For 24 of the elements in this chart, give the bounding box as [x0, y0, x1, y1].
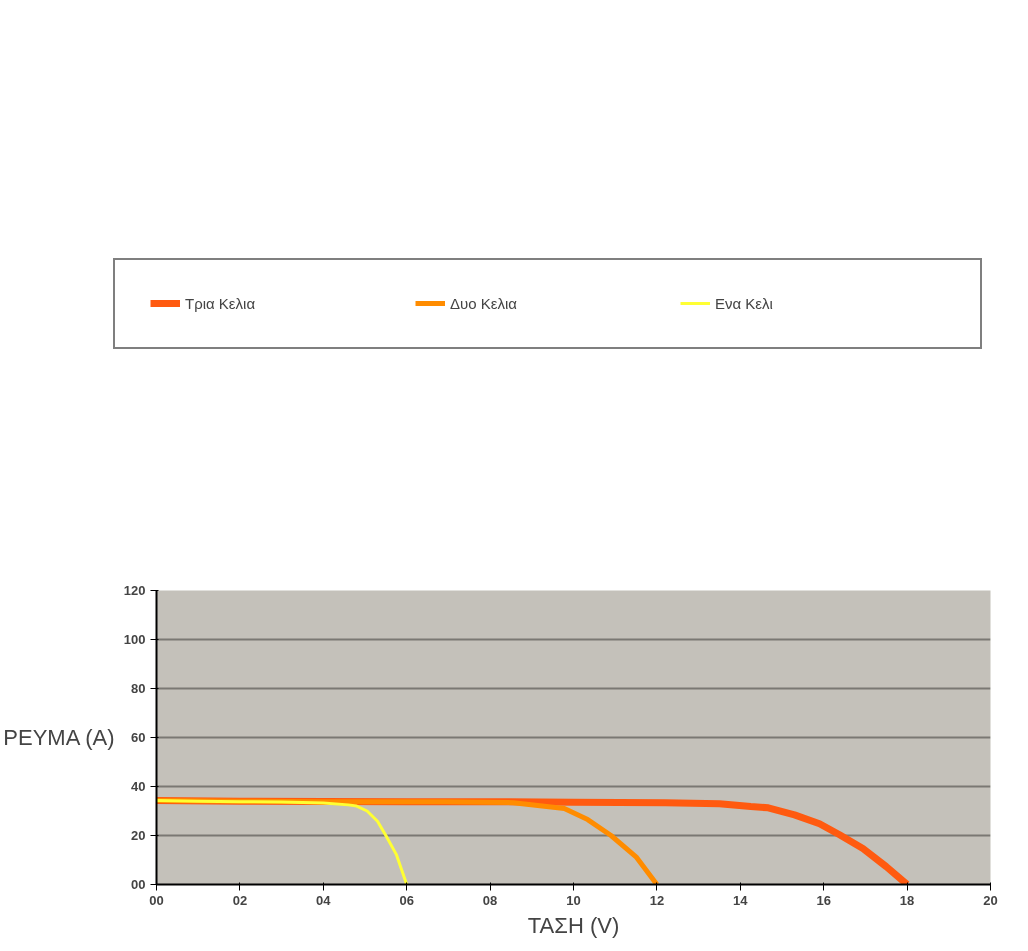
- y-tick-label: 40: [131, 779, 146, 794]
- legend-label: Ενα Κελι: [715, 294, 774, 312]
- x-tick-label: 08: [482, 892, 498, 908]
- y-tick-label: 00: [131, 877, 146, 892]
- x-tick-label: 04: [316, 892, 332, 908]
- y-tick-label: 100: [123, 632, 146, 647]
- x-tick-label: 02: [232, 892, 248, 908]
- x-axis-title: ΤΑΣΗ (V): [527, 912, 620, 938]
- x-tick-label: 12: [649, 892, 665, 908]
- x-tick-label: 16: [816, 892, 831, 908]
- x-tick-label: 20: [983, 892, 998, 908]
- line-series: [156, 798, 409, 885]
- y-tick-label: 60: [131, 730, 146, 745]
- y-axis-title: ΡΕΥΜΑ (Α): [3, 725, 115, 750]
- y-tick-label: 20: [131, 828, 146, 843]
- y-tick-label: 80: [131, 681, 146, 696]
- x-tick-label: 14: [733, 892, 749, 908]
- legend-label: Τρια Κελια: [185, 294, 257, 312]
- x-tick-label: 06: [399, 892, 414, 908]
- y-tick-label: 120: [123, 583, 146, 598]
- x-tick-label: 10: [566, 892, 581, 908]
- x-tick-label: 18: [899, 892, 915, 908]
- legend-label: Δυο Κελια: [450, 294, 518, 312]
- x-tick-label: 00: [149, 892, 164, 908]
